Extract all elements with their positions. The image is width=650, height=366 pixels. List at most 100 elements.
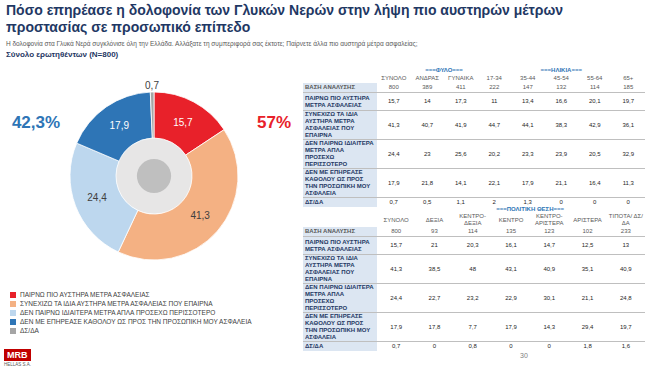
html-text:24,4: 24,4: [390, 294, 402, 301]
html-text:20,2: 20,2: [488, 150, 501, 157]
html-text:23: 23: [423, 150, 431, 157]
html-text:ΣΥΝΟΛΟ: ΣΥΝΟΛΟ: [381, 75, 407, 81]
html-text:19,7: 19,7: [620, 323, 632, 330]
html-text:114: 114: [590, 84, 600, 90]
html-text:17,9: 17,9: [505, 323, 517, 330]
html-text:22,9: 22,9: [505, 294, 517, 301]
html-text:Πόσο επηρέασε η δολοφονία των: Πόσο επηρέασε η δολοφονία των Γλυκών Νερ…: [6, 2, 564, 35]
svg-text:42,3%: 42,3%: [12, 113, 60, 132]
html-text:38,5: 38,5: [428, 265, 441, 272]
html-text:21,1: 21,1: [581, 294, 594, 301]
html-text:222: 222: [489, 84, 500, 90]
html-text:===ΠΟΛΙΤΙΚΗ ΘΕΣΗ===: ===ΠΟΛΙΤΙΚΗ ΘΕΣΗ===: [496, 205, 564, 212]
html-text:40,7: 40,7: [421, 121, 434, 128]
html-text:30: 30: [520, 352, 528, 359]
html-text:38,3: 38,3: [555, 121, 568, 128]
html-text:ΔΕΝ ΠΑΙΡΝΩ ΙΔΙΑΙΤΕΡΑ ΜΕΤΡΑ ΑΠΛ: ΔΕΝ ΠΑΙΡΝΩ ΙΔΙΑΙΤΕΡΑ ΜΕΤΡΑ ΑΠΛΑ ΠΡΟΣΕΧΩ …: [305, 140, 374, 167]
html-text:45-54: 45-54: [553, 75, 569, 81]
html-text:17,9: 17,9: [387, 179, 400, 186]
html-text:55-64: 55-64: [587, 75, 603, 81]
svg-text:0,7: 0,7: [145, 80, 159, 91]
html-text:42,9: 42,9: [588, 121, 601, 128]
html-text:22,1: 22,1: [488, 179, 501, 186]
html-text:389: 389: [422, 84, 433, 90]
html-text:21,8: 21,8: [421, 179, 434, 186]
html-text:24,8: 24,8: [620, 294, 632, 301]
html-text:17,9: 17,9: [521, 179, 534, 186]
html-text:ΚΕΝΤΡΟ: ΚΕΝΤΡΟ: [498, 216, 524, 223]
html-text:11,3: 11,3: [622, 179, 634, 186]
html-text:25,6: 25,6: [454, 150, 467, 157]
html-text:ΒΑΣΗ ΑΝΑΛΥΣΗΣ: ΒΑΣΗ ΑΝΑΛΥΣΗΣ: [305, 84, 355, 90]
html-text:32,9: 32,9: [622, 150, 635, 157]
html-text:ΣΥΝΟΛΟ: ΣΥΝΟΛΟ: [383, 216, 409, 223]
html-text:43,1: 43,1: [505, 265, 517, 272]
html-text:ΔΣ/ΔΑ: ΔΣ/ΔΑ: [20, 327, 39, 334]
html-text:ΚΕΝΤΡΟ-ΔΕΞΙΑ: ΚΕΝΤΡΟ-ΔΕΞΙΑ: [459, 213, 486, 226]
svg-text:41,3: 41,3: [190, 210, 210, 221]
html-text:ΣΥΝΕΧΙΖΩ ΤΑ ΙΔΙΑ ΑΥΣΤΗΡΑ ΜΕΤΡΑ: ΣΥΝΕΧΙΖΩ ΤΑ ΙΔΙΑ ΑΥΣΤΗΡΑ ΜΕΤΡΑ ΑΣΦΑΛΕΙΑΣ…: [305, 255, 358, 282]
html-text:21,1: 21,1: [555, 179, 568, 186]
html-text:147: 147: [522, 84, 533, 90]
html-text:ΓΥΝΑΙΚΑ: ΓΥΝΑΙΚΑ: [448, 75, 474, 81]
html-text:ΑΡΙΣΤΕΡΑ: ΑΡΙΣΤΕΡΑ: [573, 216, 602, 223]
html-text:7,7: 7,7: [468, 323, 477, 330]
html-text:ΚΕΝΤΡΟ-ΑΡΙΣΤΕΡΑ: ΚΕΝΤΡΟ-ΑΡΙΣΤΕΡΑ: [535, 213, 564, 226]
html-text:40,9: 40,9: [543, 265, 556, 272]
svg-text:57%: 57%: [257, 113, 291, 132]
html-text:ΠΑΙΡΝΩ ΠΙΟ ΑΥΣΤΗΡΑ ΜΕΤΡΑ ΑΣΦΑΛ: ΠΑΙΡΝΩ ΠΙΟ ΑΥΣΤΗΡΑ ΜΕΤΡΑ ΑΣΦΑΛΕΙΑΣ: [305, 238, 370, 252]
html-text:ΔΕΝ ΜΕ ΕΠΗΡΕΑΣΕ ΚΑΘΟΛΟΥ ΩΣ ΠΡΟ: ΔΕΝ ΜΕ ΕΠΗΡΕΑΣΕ ΚΑΘΟΛΟΥ ΩΣ ΠΡΟΣ ΤΗΝ ΠΡΟΣ…: [305, 169, 371, 196]
html-text:24,4: 24,4: [387, 150, 400, 157]
svg-text:17,9: 17,9: [110, 120, 130, 131]
html-text:35-44: 35-44: [520, 75, 536, 81]
html-text:ΔΕΝ ΠΑΙΡΝΩ ΙΔΙΑΙΤΕΡΑ ΜΕΤΡΑ ΑΠΛ: ΔΕΝ ΠΑΙΡΝΩ ΙΔΙΑΙΤΕΡΑ ΜΕΤΡΑ ΑΠΛΑ ΠΡΟΣΕΧΩ …: [305, 284, 374, 311]
html-text:ΔΕΞΙΑ: ΔΕΞΙΑ: [425, 216, 444, 223]
html-text:41,9: 41,9: [454, 121, 467, 128]
svg-text:15,7: 15,7: [173, 117, 193, 128]
html-text:22,7: 22,7: [428, 294, 441, 301]
html-text:65+: 65+: [623, 75, 634, 81]
html-text:800: 800: [388, 84, 399, 90]
html-text:20,5: 20,5: [588, 150, 601, 157]
html-text:===ΗΛΙΚΙΑ===: ===ΗΛΙΚΙΑ===: [540, 66, 582, 73]
html-text:16,4: 16,4: [588, 179, 601, 186]
html-text:40,9: 40,9: [620, 265, 632, 272]
html-text:17,8: 17,8: [428, 323, 441, 330]
html-text:23,2: 23,2: [466, 294, 479, 301]
html-text:17,9: 17,9: [390, 323, 402, 330]
html-text:ΑΝΔΡΑΣ: ΑΝΔΡΑΣ: [415, 75, 440, 81]
html-text:ΔΕΝ ΜΕ ΕΠΗΡΕΑΣΕ ΚΑΘΟΛΟΥ ΩΣ ΠΡΟ: ΔΕΝ ΜΕ ΕΠΗΡΕΑΣΕ ΚΑΘΟΛΟΥ ΩΣ ΠΡΟΣ ΤΗΝ ΠΡΟΣ…: [305, 313, 371, 340]
html-text:===ΦΥΛΟ===: ===ΦΥΛΟ===: [425, 66, 463, 73]
html-text:23,3: 23,3: [521, 150, 534, 157]
html-text:44,1: 44,1: [521, 121, 534, 128]
html-text:MRB: MRB: [7, 350, 28, 360]
html-text:185: 185: [623, 84, 634, 90]
html-text:41,3: 41,3: [390, 265, 402, 272]
html-text:44,7: 44,7: [488, 121, 501, 128]
svg-text:24,4: 24,4: [87, 192, 107, 203]
html-text:29,4: 29,4: [581, 323, 594, 330]
html-text:ΣΥΝΕΧΙΖΩ ΤΑ ΙΔΙΑ ΑΥΣΤΗΡΑ ΜΕΤΡΑ: ΣΥΝΕΧΙΖΩ ΤΑ ΙΔΙΑ ΑΥΣΤΗΡΑ ΜΕΤΡΑ ΑΣΦΑΛΕΙΑΣ…: [305, 111, 358, 138]
html-text:14,3: 14,3: [543, 323, 556, 330]
html-text:ΔΕΝ ΜΕ ΕΠΗΡΕΑΣΕ ΚΑΘΟΛΟΥ ΩΣ ΠΡΟ: ΔΕΝ ΜΕ ΕΠΗΡΕΑΣΕ ΚΑΘΟΛΟΥ ΩΣ ΠΡΟΣ ΤΗΝ ΠΡΟΣ…: [20, 318, 252, 325]
html-text:48: 48: [469, 265, 476, 272]
html-text:ΠΑΙΡΝΩ ΠΙΟ ΑΥΣΤΗΡΑ ΜΕΤΡΑ ΑΣΦΑΛ: ΠΑΙΡΝΩ ΠΙΟ ΑΥΣΤΗΡΑ ΜΕΤΡΑ ΑΣΦΑΛΕΙΑΣ: [20, 291, 150, 298]
html-text:30,1: 30,1: [543, 294, 556, 301]
html-text:36,1: 36,1: [622, 121, 635, 128]
html-text:132: 132: [556, 84, 567, 90]
html-text:41,3: 41,3: [387, 121, 400, 128]
html-text:23,9: 23,9: [555, 150, 568, 157]
html-text:Σύνολο ερωτηθέντων (N=800): Σύνολο ερωτηθέντων (N=800): [6, 50, 119, 59]
html-text:ΣΥΝΕΧΙΖΩ ΤΑ ΙΔΙΑ ΑΥΣΤΗΡΑ ΜΕΤΡΑ: ΣΥΝΕΧΙΖΩ ΤΑ ΙΔΙΑ ΑΥΣΤΗΡΑ ΜΕΤΡΑ ΑΣΦΑΛΕΙΑΣ…: [20, 300, 213, 307]
html-text:17-34: 17-34: [486, 75, 502, 81]
html-text:Η δολοφονία στα Γλυκά Νερά συγ: Η δολοφονία στα Γλυκά Νερά συγκλόνισε όλ…: [6, 40, 418, 47]
html-text:ΠΑΙΡΝΩ ΠΙΟ ΑΥΣΤΗΡΑ ΜΕΤΡΑ ΑΣΦΑΛ: ΠΑΙΡΝΩ ΠΙΟ ΑΥΣΤΗΡΑ ΜΕΤΡΑ ΑΣΦΑΛΕΙΑΣ: [305, 94, 370, 108]
html-text:ΤΙΠΟΤΑ/ ΔΣ/ΔΑ: ΤΙΠΟΤΑ/ ΔΣ/ΔΑ: [608, 213, 643, 226]
html-text:35,1: 35,1: [581, 265, 594, 272]
html-text:14,1: 14,1: [454, 179, 467, 186]
html-text:14: 14: [423, 98, 431, 104]
html-text:ΔΕΝ ΠΑΙΡΝΩ ΙΔΙΑΙΤΕΡΑ ΜΕΤΡΑ ΑΠΛ: ΔΕΝ ΠΑΙΡΝΩ ΙΔΙΑΙΤΕΡΑ ΜΕΤΡΑ ΑΠΛΑ ΠΡΟΣΕΧΩ …: [20, 309, 216, 316]
html-text:17,3: 17,3: [454, 98, 467, 104]
html-text:411: 411: [456, 84, 466, 90]
html-text:15,7: 15,7: [387, 98, 400, 104]
